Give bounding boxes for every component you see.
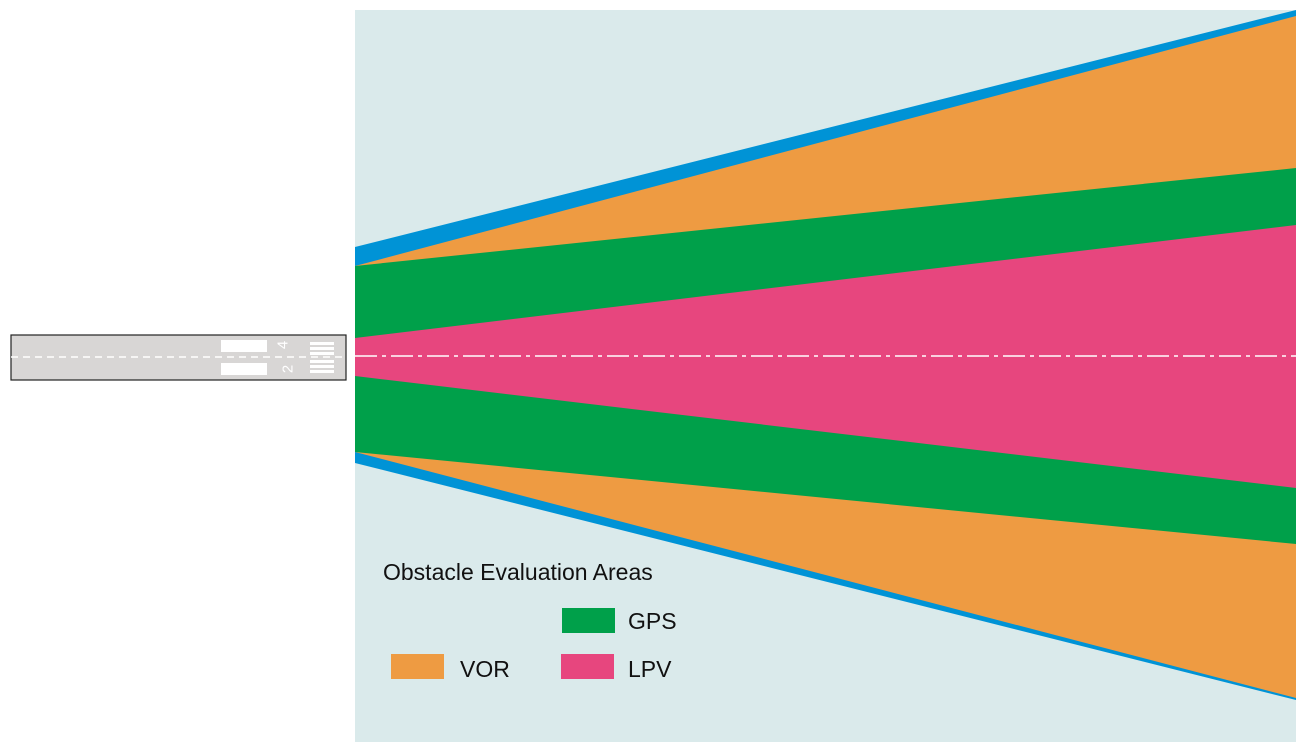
legend-label-gps: GPS <box>628 608 677 634</box>
threshold-markings <box>310 342 334 373</box>
runway-number-2: 2 <box>280 365 297 373</box>
runway-marking-lower <box>221 363 267 375</box>
runway-number-4: 4 <box>275 341 292 349</box>
legend-label-vor: VOR <box>460 656 510 682</box>
legend-label-lpv: LPV <box>628 656 672 682</box>
runway-marking-upper <box>221 340 267 352</box>
legend-swatch-vor <box>391 654 444 679</box>
legend-title: Obstacle Evaluation Areas <box>383 559 653 585</box>
legend-swatch-gps <box>562 608 615 633</box>
legend-swatch-lpv <box>561 654 614 679</box>
legend: Obstacle Evaluation Areas GPS VOR LPV <box>383 559 677 682</box>
